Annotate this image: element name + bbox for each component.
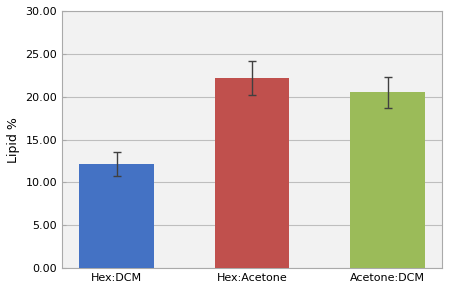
Bar [79,164,154,268]
Y-axis label: Lipid %: Lipid % [7,117,20,162]
Bar [215,78,289,268]
Bar [350,93,425,268]
